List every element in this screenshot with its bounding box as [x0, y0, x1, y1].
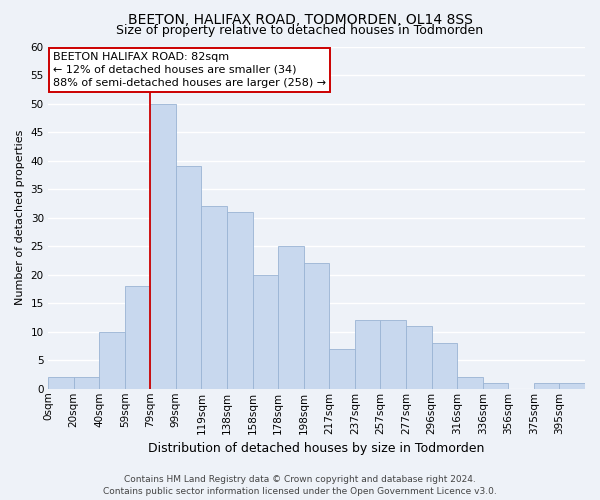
- Bar: [304, 264, 329, 389]
- Text: BEETON, HALIFAX ROAD, TODMORDEN, OL14 8SS: BEETON, HALIFAX ROAD, TODMORDEN, OL14 8S…: [128, 12, 472, 26]
- Bar: [99, 332, 125, 389]
- Bar: [559, 383, 585, 389]
- Text: Contains HM Land Registry data © Crown copyright and database right 2024.
Contai: Contains HM Land Registry data © Crown c…: [103, 474, 497, 496]
- Bar: [483, 383, 508, 389]
- Bar: [534, 383, 559, 389]
- Bar: [125, 286, 150, 389]
- X-axis label: Distribution of detached houses by size in Todmorden: Distribution of detached houses by size …: [148, 442, 485, 455]
- Bar: [150, 104, 176, 389]
- Y-axis label: Number of detached properties: Number of detached properties: [15, 130, 25, 306]
- Bar: [431, 343, 457, 389]
- Bar: [380, 320, 406, 389]
- Bar: [176, 166, 202, 389]
- Text: Size of property relative to detached houses in Todmorden: Size of property relative to detached ho…: [116, 24, 484, 37]
- Bar: [202, 206, 227, 389]
- Bar: [253, 274, 278, 389]
- Bar: [48, 378, 74, 389]
- Bar: [329, 349, 355, 389]
- Bar: [227, 212, 253, 389]
- Text: BEETON HALIFAX ROAD: 82sqm
← 12% of detached houses are smaller (34)
88% of semi: BEETON HALIFAX ROAD: 82sqm ← 12% of deta…: [53, 52, 326, 88]
- Bar: [457, 378, 483, 389]
- Bar: [355, 320, 380, 389]
- Bar: [74, 378, 99, 389]
- Bar: [278, 246, 304, 389]
- Bar: [406, 326, 431, 389]
